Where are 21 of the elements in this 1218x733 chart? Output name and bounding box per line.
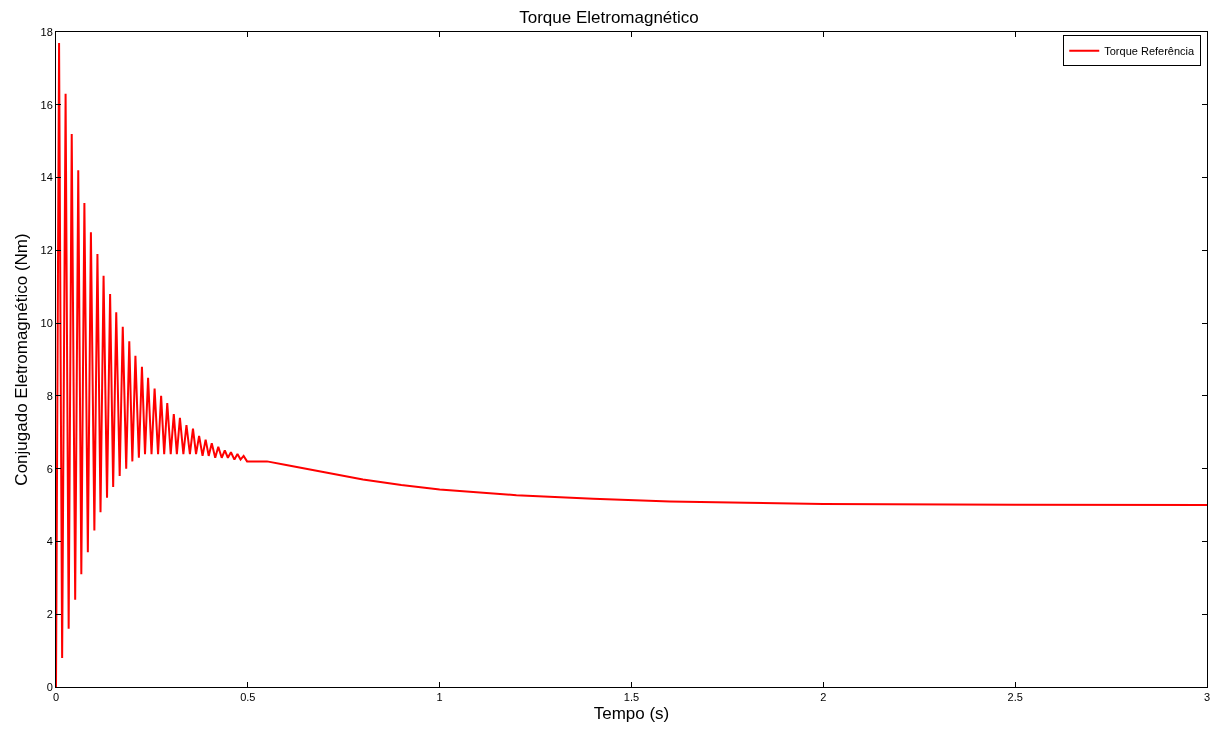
y-tick-label: 18 (40, 25, 53, 38)
y-tick-label: 14 (40, 171, 53, 184)
y-tick-label: 10 (40, 316, 53, 329)
y-tick-label: 16 (40, 98, 53, 111)
y-axis-title: Conjugado Eletromagnético (Nm) (12, 233, 32, 486)
x-tick-label: 1.5 (623, 691, 640, 704)
x-tick-label: 2 (820, 691, 827, 704)
y-tick-label: 0 (46, 680, 53, 693)
y-tick-label: 2 (46, 608, 53, 621)
y-tick-label: 12 (40, 244, 53, 257)
x-tick-label: 3 (1203, 691, 1211, 704)
chart-title: Torque Eletromagnético (519, 7, 699, 27)
line-series (56, 41, 1207, 687)
y-tick-label: 8 (46, 389, 53, 402)
x-tick-label: 0.5 (240, 691, 256, 704)
x-tick-label: 2.5 (1007, 691, 1023, 704)
legend-label: Torque Referência (1104, 45, 1196, 58)
x-axis-title: Tempo (s) (593, 703, 670, 723)
x-tick-label: 1 (436, 691, 443, 704)
y-tick-label: 4 (46, 535, 53, 548)
y-tick-label: 6 (46, 462, 53, 475)
